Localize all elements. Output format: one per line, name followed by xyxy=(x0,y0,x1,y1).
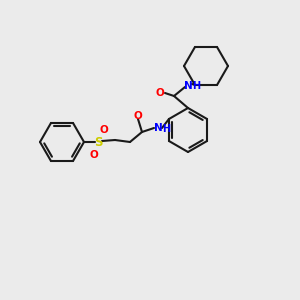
Text: O: O xyxy=(90,150,98,160)
Text: N: N xyxy=(184,81,192,91)
Text: N: N xyxy=(154,123,162,133)
Text: H: H xyxy=(192,81,200,91)
Text: S: S xyxy=(94,136,102,148)
Text: O: O xyxy=(134,111,142,121)
Text: H: H xyxy=(162,124,170,134)
Text: O: O xyxy=(156,88,164,98)
Text: O: O xyxy=(100,125,108,135)
